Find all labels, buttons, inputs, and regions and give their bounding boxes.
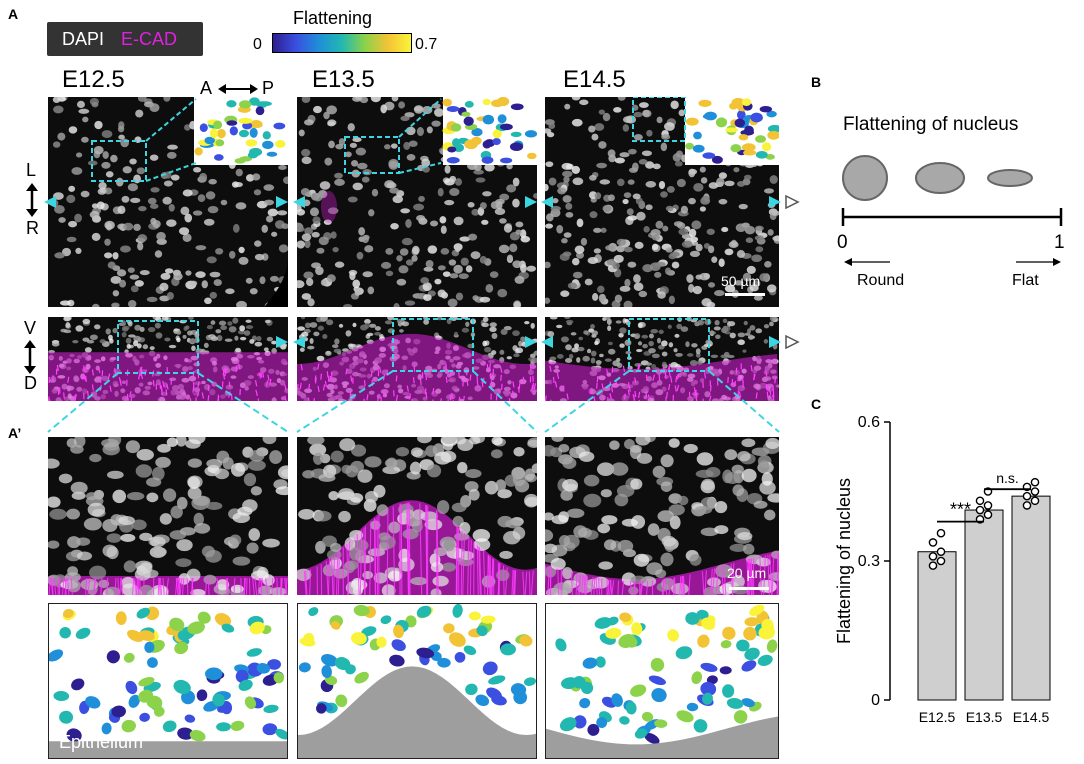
zoom-image — [297, 437, 537, 595]
axis-l-label: L — [26, 160, 37, 180]
data-point — [928, 538, 938, 547]
data-point — [975, 496, 985, 506]
data-point — [936, 556, 946, 566]
eye-icon — [785, 194, 800, 350]
data-point — [975, 505, 985, 515]
scale-min-label: 0 — [837, 232, 848, 253]
data-point — [936, 528, 946, 538]
colorbar-max: 0.7 — [415, 36, 438, 53]
data-point — [928, 552, 938, 561]
data-point — [928, 561, 938, 570]
colorbar-gradient — [272, 33, 412, 53]
significance-label: n.s. — [996, 470, 1019, 486]
panel-label-c: C — [811, 396, 822, 412]
data-point — [983, 501, 993, 510]
scale-bar-50 — [725, 293, 765, 296]
panel-label-a-prime: A’ — [8, 425, 22, 441]
ecad-label: E-CAD — [121, 29, 178, 49]
roi-overlay — [632, 97, 686, 142]
nucleus-shape-schematic — [841, 155, 1063, 266]
roi-overlay — [91, 98, 288, 307]
nuclei-image — [297, 97, 537, 307]
stage-title-e12-5: E12.5 — [62, 66, 125, 93]
panel-label-a: A — [8, 6, 19, 22]
significance-label: *** — [950, 500, 971, 520]
oval-nucleus-icon — [915, 162, 965, 194]
segmentation-map — [49, 606, 287, 758]
micrograph-zoom-e13-5 — [297, 437, 537, 595]
roi-overlay — [321, 98, 442, 223]
micrograph-section-e12-5 — [48, 317, 288, 401]
bar-E14.5 — [1011, 495, 1051, 701]
schematic-title: Flattening of nucleus — [843, 114, 1019, 135]
bar-E12.5 — [917, 551, 957, 701]
stage-title-e14-5: E14.5 — [563, 66, 626, 93]
micrograph-top-e13-5 — [297, 97, 537, 307]
flat-label: Flat — [1012, 272, 1039, 289]
micrograph-section-e14-5 — [545, 317, 779, 401]
y-tick-label: 0 — [871, 692, 880, 709]
y-axis-label: Flattening of nucleus — [834, 478, 854, 644]
axis-d-label: D — [24, 373, 37, 393]
micrograph-top-e12-5 — [48, 97, 288, 307]
data-point — [936, 547, 946, 557]
colorbar-title: Flattening — [293, 8, 373, 28]
y-tick-label: 0.6 — [858, 414, 880, 431]
epithelium-label: Epithelium — [59, 732, 144, 752]
round-label: Round — [857, 272, 905, 289]
round-nucleus-icon — [842, 155, 888, 201]
axis-r-label: R — [26, 218, 39, 238]
bar-E13.5 — [964, 509, 1004, 701]
micrograph-top-e14-5: 50 µm — [545, 97, 779, 307]
section-roi — [392, 318, 474, 372]
micrograph-zoom-e14-5: 20 µm — [545, 437, 779, 595]
scale-bar-20 — [729, 587, 769, 590]
data-point — [983, 510, 993, 519]
nuclei-image — [545, 97, 779, 307]
zoom-image — [545, 437, 779, 595]
section-roi — [628, 318, 710, 372]
scale-bar-20-label: 20 µm — [727, 565, 767, 581]
dapi-label: DAPI — [62, 29, 105, 49]
data-point — [1030, 496, 1040, 506]
colorbar-min: 0 — [253, 36, 262, 53]
scale-bar-50-label: 50 µm — [721, 273, 761, 289]
zoom-image — [48, 437, 288, 595]
x-tick-label: E14.5 — [1013, 709, 1050, 725]
segmentation-map — [546, 604, 778, 758]
segmentation-e12-5: Epithelium — [48, 603, 288, 759]
y-tick-label: 0.3 — [858, 553, 880, 570]
flattening-bar-chart: 0 0.3 0.6 Flattening of nucleus E12.5 E13.5 E1… — [834, 414, 1051, 725]
stage-title-e13-5: E13.5 — [312, 66, 375, 93]
nuclei-image — [50, 97, 288, 307]
anterior-posterior-arrow — [218, 84, 258, 94]
micrograph-zoom-e12-5 — [48, 437, 288, 595]
flat-nucleus-icon — [987, 169, 1033, 187]
data-point — [1022, 501, 1032, 510]
stain-legend: DAPI E-CAD — [47, 22, 203, 56]
segmentation-e13-5 — [297, 603, 537, 759]
panel-label-b: B — [811, 74, 822, 90]
axis-v-label: V — [24, 318, 37, 338]
segmentation-e14-5 — [545, 603, 779, 759]
axis-a-label: A — [200, 78, 213, 98]
segmentation-map — [298, 604, 536, 758]
axis-p-label: P — [262, 78, 275, 98]
x-tick-label: E13.5 — [966, 709, 1003, 725]
left-right-arrow — [26, 183, 38, 217]
data-point — [1022, 491, 1032, 501]
data-point — [1030, 477, 1040, 487]
x-tick-label: E12.5 — [919, 709, 956, 725]
ventral-dorsal-arrow — [24, 340, 36, 374]
data-point — [1030, 487, 1040, 496]
section-roi — [117, 320, 199, 374]
scale-max-label: 1 — [1054, 232, 1065, 253]
micrograph-section-e13-5 — [297, 317, 537, 401]
